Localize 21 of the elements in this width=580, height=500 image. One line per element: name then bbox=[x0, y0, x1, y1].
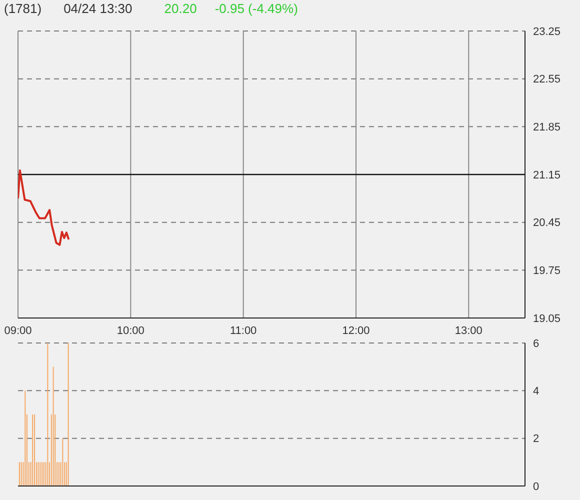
x-tick-label: 12:00 bbox=[342, 324, 370, 337]
y-tick-label: 6 bbox=[533, 338, 540, 350]
chart-title: (1781) bbox=[4, 1, 42, 16]
y-tick-label: 21.15 bbox=[533, 169, 561, 182]
text: 20.20 bbox=[164, 1, 197, 16]
x-tick-label: 13:00 bbox=[454, 324, 482, 337]
text: -0.95 (-4.49%) bbox=[214, 1, 298, 16]
y-tick-label: 2 bbox=[533, 433, 540, 446]
chart-subtitle: 04/24 13:30 bbox=[64, 1, 132, 16]
x-tick-label: 11:00 bbox=[230, 324, 257, 337]
y-tick-label: 22.55 bbox=[533, 74, 561, 86]
y-tick-label: 4 bbox=[533, 386, 540, 398]
y-tick-label: 0 bbox=[533, 480, 540, 493]
y-tick-label: 19.75 bbox=[533, 265, 561, 278]
y-tick-label: 19.05 bbox=[533, 312, 561, 325]
x-tick-label: 10:00 bbox=[116, 324, 144, 337]
y-tick-label: 21.85 bbox=[533, 122, 561, 134]
y-tick-label: 20.45 bbox=[533, 217, 561, 230]
y-tick-label: 23.25 bbox=[533, 26, 561, 38]
line-series bbox=[18, 169, 70, 246]
x-tick-label: 09:00 bbox=[4, 324, 32, 337]
